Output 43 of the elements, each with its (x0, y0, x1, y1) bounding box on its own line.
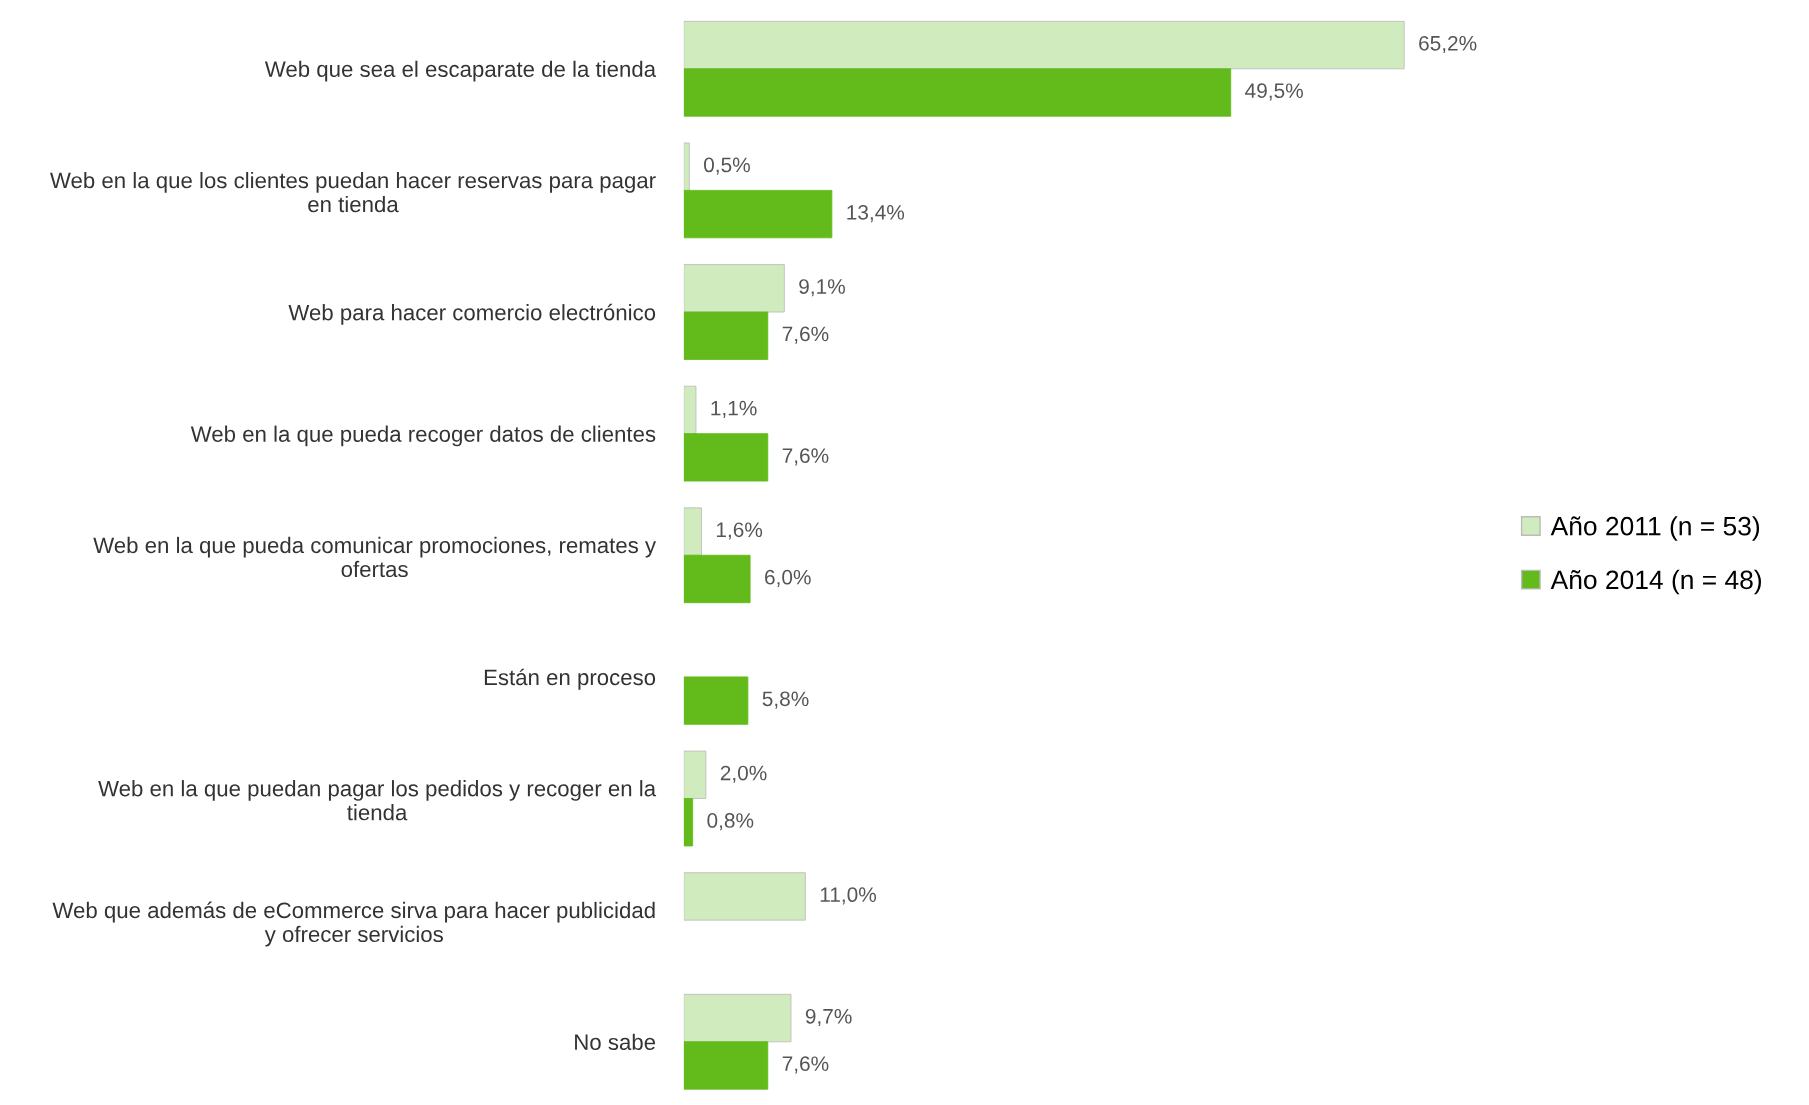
y-tick-label: No sabe (575, 1033, 656, 1051)
bar (683, 993, 792, 1043)
y-tick-label: Web que además de eCommerce sirva para hacer publicidad y ofrecer servicios (52, 901, 655, 947)
data-label: 11,0% (820, 887, 877, 905)
legend-label: Año 2014 (n = 48) (1550, 569, 1761, 595)
y-tick-label: Web para hacer comercio electrónico (288, 303, 656, 325)
bar (683, 264, 785, 313)
data-label: 1,6% (716, 522, 763, 540)
bar (683, 872, 806, 921)
bar (683, 385, 697, 435)
data-label: 0,5% (704, 157, 750, 175)
bar (683, 20, 1405, 70)
data-label: 2,0% (720, 765, 767, 783)
y-tick-label: Web en la que pueda recoger datos de clientes (190, 425, 656, 447)
data-label: 7,6% (782, 1056, 829, 1074)
bar (683, 189, 833, 239)
y-tick-label: Están en proceso (484, 668, 656, 690)
bar (683, 433, 769, 482)
data-label: 6,0% (765, 569, 811, 588)
y-tick-label: Web que sea el escaparate de la tienda (264, 60, 657, 82)
bar (683, 507, 702, 556)
data-label: 5,8% (762, 691, 809, 709)
data-label: 7,6% (782, 448, 829, 466)
y-tick-label: Web en la que pueda comunicar promociones, remates y ofertas (93, 536, 657, 578)
bar (683, 68, 1232, 117)
data-label: 7,6% (782, 326, 829, 344)
bar (683, 1041, 769, 1090)
data-label: 9,1% (799, 279, 845, 297)
bar (683, 798, 694, 847)
bar (683, 311, 769, 360)
data-label: 49,5% (1245, 83, 1303, 101)
bar (683, 142, 690, 191)
data-label: 65,2% (1419, 35, 1477, 54)
data-label: 13,4% (847, 204, 905, 223)
data-label: 1,1% (711, 400, 757, 418)
y-tick-label: Web en la que puedan pagar los pedidos y recoger en la tienda (98, 780, 657, 821)
data-label: 0,8% (707, 813, 754, 831)
legend-label: Año 2011 (n = 53) (1550, 516, 1760, 541)
data-label: 9,7% (805, 1008, 852, 1027)
bar (683, 676, 749, 725)
bar (683, 750, 707, 799)
bar (683, 554, 751, 604)
y-tick-label: Web en la que los clientes puedan hacer reservas para pagar en tienda (50, 171, 656, 213)
